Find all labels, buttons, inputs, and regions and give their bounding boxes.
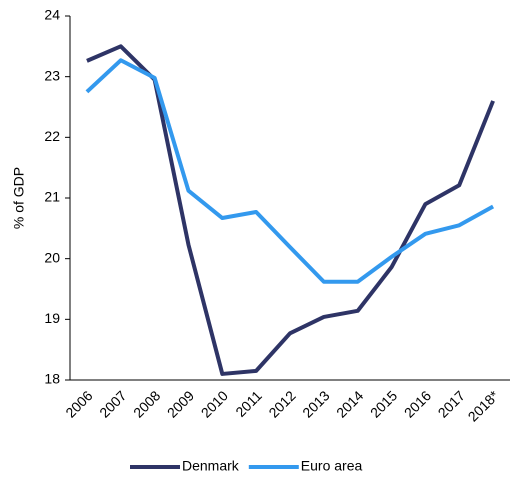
x-tick-label: 2012 bbox=[265, 387, 298, 420]
y-tick-label: 18 bbox=[44, 371, 60, 387]
x-tick-label: 2007 bbox=[96, 387, 129, 420]
x-tick-label: 2006 bbox=[62, 387, 95, 420]
x-tick-label: 2008 bbox=[130, 387, 163, 420]
x-tick-label: 2015 bbox=[367, 387, 400, 420]
x-tick-label: 2011 bbox=[232, 387, 265, 420]
y-tick-label: 24 bbox=[44, 7, 60, 23]
y-tick-label: 22 bbox=[44, 128, 60, 144]
y-tick-label: 20 bbox=[44, 249, 60, 265]
x-tick-label: 2016 bbox=[401, 387, 434, 420]
x-tick-label: 2017 bbox=[435, 387, 468, 420]
line-series bbox=[86, 44, 495, 376]
y-axis-label: % of GDP bbox=[11, 167, 27, 229]
line-series bbox=[85, 58, 495, 284]
legend-label: Euro area bbox=[301, 458, 363, 474]
x-tick-label: 2009 bbox=[164, 387, 197, 420]
x-tick-label: 2014 bbox=[333, 387, 366, 420]
y-tick-label: 21 bbox=[44, 189, 60, 205]
legend-label: Denmark bbox=[182, 458, 240, 474]
y-tick-label: 19 bbox=[44, 310, 60, 326]
x-tick-label: 2013 bbox=[299, 387, 332, 420]
x-tick-label: 2018* bbox=[465, 387, 503, 425]
x-tick-label: 2010 bbox=[198, 387, 231, 420]
y-tick-label: 23 bbox=[44, 67, 60, 83]
